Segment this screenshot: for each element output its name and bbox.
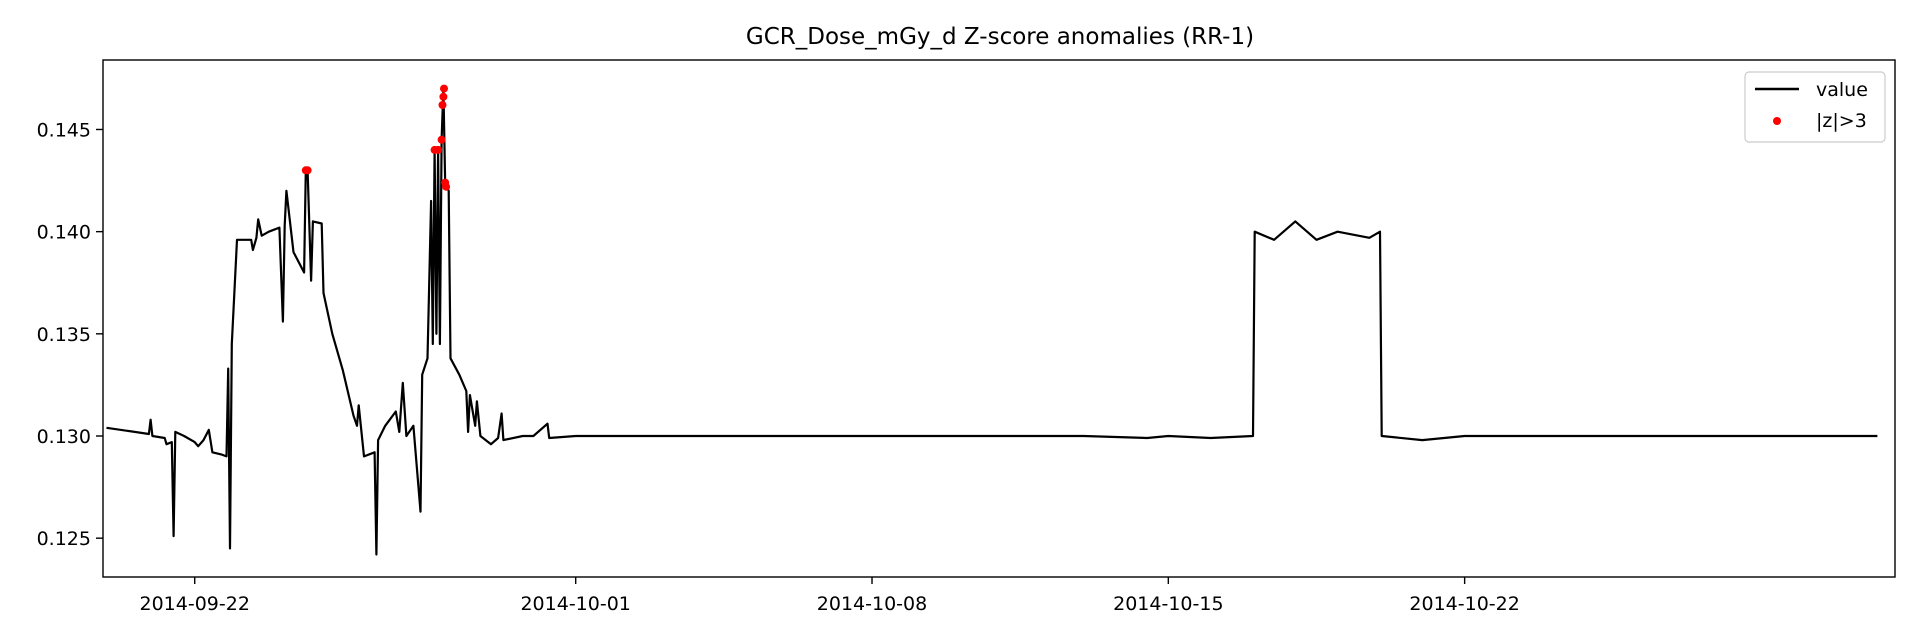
- x-axis: 2014-09-22 2014-10-01 2014-10-08 2014-10-15…: [140, 577, 1520, 615]
- plot-frame: [102, 59, 1896, 578]
- anomaly-point-4: [437, 135, 446, 144]
- x-tick-label-4: 2014-10-22: [1409, 593, 1519, 615]
- anomaly-point-6: [439, 92, 448, 101]
- legend-label-anomaly: |z|>3: [1816, 110, 1867, 132]
- anomaly-point-9: [442, 182, 451, 191]
- x-tick-label-3: 2014-10-15: [1113, 593, 1223, 615]
- y-tick-label-3: 0.140: [37, 222, 91, 244]
- legend-dot-swatch: [1773, 117, 1781, 125]
- x-tick-label-0: 2014-09-22: [140, 593, 250, 615]
- legend: value |z|>3: [1744, 71, 1886, 143]
- anomaly-point-7: [440, 84, 448, 93]
- y-tick-label-4: 0.145: [37, 119, 91, 141]
- series-line-0: [106, 87, 1878, 556]
- y-tick-label-2: 0.135: [37, 324, 91, 346]
- y-axis: 0.125 0.130 0.135 0.140 0.145: [37, 119, 103, 550]
- chart-title: GCR_Dose_mGy_d Z-score anomalies (RR-1): [746, 24, 1254, 50]
- legend-label-value: value: [1816, 79, 1868, 101]
- y-tick-label-0: 0.125: [37, 528, 91, 550]
- anomaly-point-5: [438, 101, 447, 109]
- x-tick-label-1: 2014-10-01: [520, 593, 630, 615]
- anomaly-point-3: [434, 145, 443, 154]
- anomaly-point-1: [303, 166, 312, 175]
- x-tick-label-2: 2014-10-08: [817, 593, 927, 615]
- y-tick-label-1: 0.130: [37, 426, 91, 448]
- plot-area: 2014-09-22 2014-10-01 2014-10-08 2014-10-15…: [37, 59, 1896, 615]
